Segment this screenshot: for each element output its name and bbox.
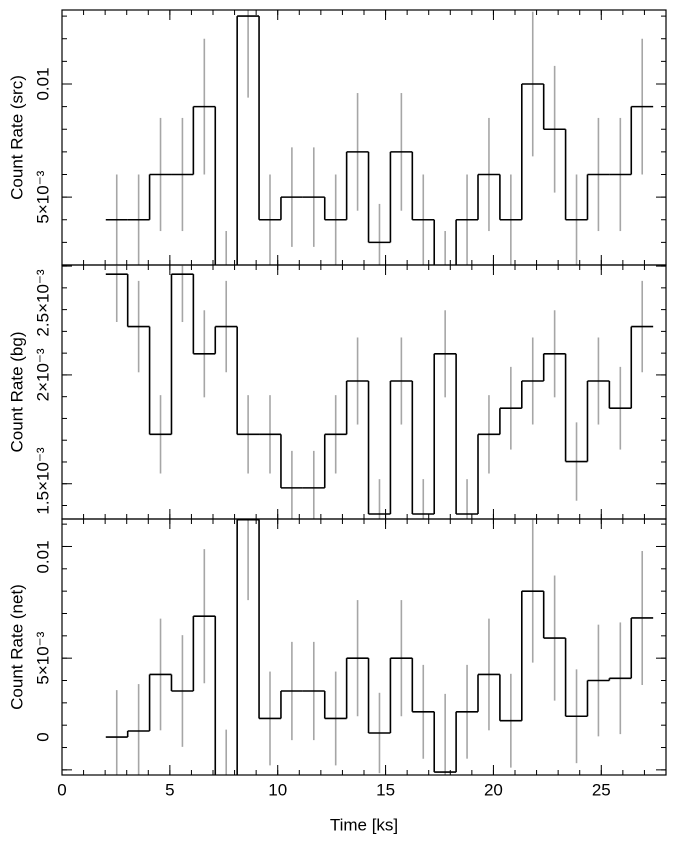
plot-area	[105, 265, 654, 519]
x-tick-label: 20	[484, 780, 503, 799]
frame	[61, 264, 667, 520]
y-tick-label: 5×10⁻³	[33, 170, 52, 223]
step-connector	[126, 274, 633, 514]
x-axis-label: Time [ks]	[330, 815, 398, 834]
x-tick-label: 10	[268, 780, 287, 799]
x-tick-label: 15	[376, 780, 395, 799]
x-tick-label: 0	[57, 780, 66, 799]
step-connector	[148, 16, 633, 265]
y-axis-label: Count Rate (net)	[7, 584, 26, 710]
y-tick-label: 1.5×10⁻³	[33, 447, 52, 514]
y-tick-label: 0	[33, 732, 52, 741]
y-tick-label: 0.01	[33, 540, 52, 573]
y-axis-label: Count Rate (bg)	[7, 332, 26, 453]
plot-area	[105, 10, 654, 265]
y-tick-label: 0.01	[33, 67, 52, 100]
x-tick-label: 25	[592, 780, 611, 799]
plot-area	[105, 519, 654, 775]
y-tick-label: 2.5×10⁻³	[33, 269, 52, 336]
y-tick-label: 5×10⁻³	[33, 631, 52, 684]
x-tick-label: 5	[165, 780, 174, 799]
y-tick-label: 2×10⁻³	[33, 348, 52, 401]
frame	[61, 518, 667, 776]
y-axis-label: Count Rate (src)	[7, 75, 26, 200]
frame	[61, 9, 667, 266]
